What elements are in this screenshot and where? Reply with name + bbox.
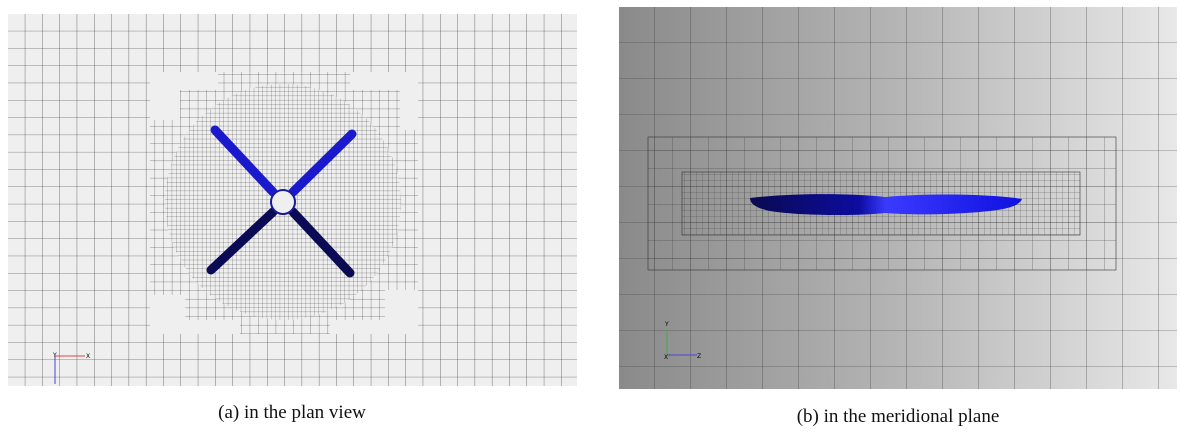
axis-label: Y — [664, 321, 669, 328]
axis-label: Y — [52, 352, 57, 359]
axis-label: X — [664, 354, 668, 361]
figure-canvas: Y X (a) in the plan view Y X Z (b) in th… — [0, 0, 1181, 437]
panel-a: Y X (a) in the plan view — [8, 14, 577, 423]
caption: (b) in the meridional plane — [797, 406, 1000, 427]
caption: (a) in the plan view — [218, 402, 366, 423]
axis-label: Z — [697, 353, 701, 360]
panel-b: Y X Z (b) in the meridional plane — [619, 7, 1177, 427]
figure: Y X (a) in the plan view Y X Z (b) in th… — [0, 0, 1181, 437]
axis-label: X — [86, 353, 90, 360]
